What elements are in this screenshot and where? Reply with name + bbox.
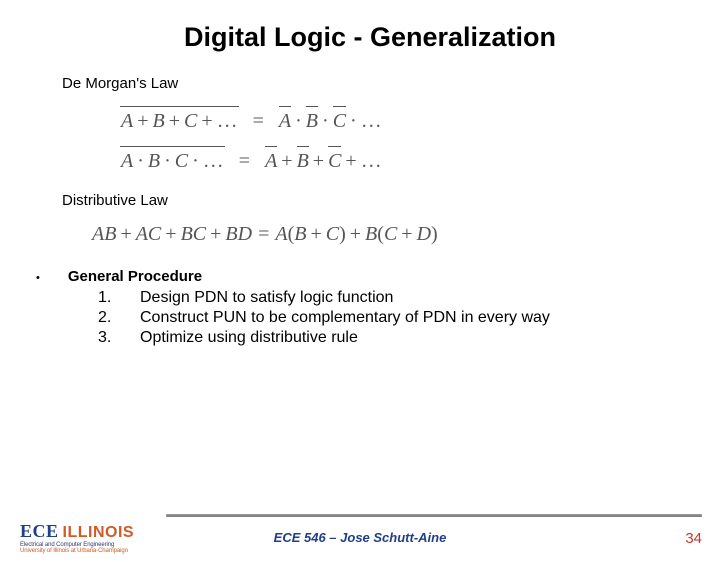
distributive-heading: Distributive Law bbox=[62, 192, 720, 209]
bullet-icon: • bbox=[36, 272, 40, 284]
eq-term: B bbox=[365, 223, 377, 245]
eq-op: + bbox=[161, 223, 180, 245]
eq-op: · bbox=[189, 150, 202, 172]
page-number: 34 bbox=[685, 530, 702, 547]
list-number: 2. bbox=[98, 309, 120, 327]
eq-term-bar: B bbox=[305, 110, 319, 132]
eq-op: + bbox=[306, 223, 325, 245]
eq-op: + bbox=[346, 223, 365, 245]
distributive-equation: AB+AC+BC+BD=A(B+C)+B(C+D) bbox=[92, 223, 720, 246]
footer-rule bbox=[166, 514, 702, 517]
eq-op: + bbox=[206, 223, 225, 245]
list-text: Construct PUN to be complementary of PDN… bbox=[140, 309, 550, 327]
eq-op: + bbox=[310, 150, 327, 172]
eq-term: C bbox=[183, 110, 198, 132]
list-item: 2. Construct PUN to be complementary of P… bbox=[98, 309, 720, 327]
demorgan-heading: De Morgan's Law bbox=[62, 75, 720, 92]
eq-term-bar: A bbox=[264, 150, 278, 172]
eq1-lhs: A+B+C+... bbox=[120, 106, 239, 132]
eq-term: A bbox=[120, 150, 134, 172]
list-text: Design PDN to satisfy logic function bbox=[140, 289, 393, 307]
eq-op: + bbox=[397, 223, 416, 245]
demorgan-eq1: A+B+C+... = A·B·C·... bbox=[120, 106, 720, 132]
eq-term: BD bbox=[225, 223, 252, 245]
logo-subtitle-2: University of Illinois at Urbana-Champai… bbox=[20, 548, 158, 554]
eq-term-bar: A bbox=[278, 110, 292, 132]
eq-term: B bbox=[147, 150, 161, 172]
eq-op: + bbox=[166, 110, 183, 132]
eq-term: B bbox=[152, 110, 166, 132]
equals-sign: = bbox=[247, 110, 270, 132]
eq-term: C bbox=[326, 223, 339, 245]
eq-op: · bbox=[161, 150, 174, 172]
list-text: Optimize using distributive rule bbox=[140, 329, 358, 347]
eq-op: · bbox=[319, 110, 332, 132]
eq-term-bar: B bbox=[296, 150, 310, 172]
course-label: ECE 546 – Jose Schutt-Aine bbox=[0, 530, 720, 545]
paren: ( bbox=[377, 223, 384, 245]
list-number: 1. bbox=[98, 289, 120, 307]
eq-op: + bbox=[134, 110, 151, 132]
eq-op: · bbox=[347, 110, 360, 132]
paren: ) bbox=[339, 223, 346, 245]
eq-op: + bbox=[342, 150, 359, 172]
eq-dots: ... bbox=[360, 150, 383, 172]
eq-term-bar: C bbox=[327, 150, 342, 172]
eq-dots: ... bbox=[202, 150, 225, 172]
slide-footer: ECE ILLINOIS Electrical and Computer Eng… bbox=[0, 508, 720, 562]
eq-term: D bbox=[417, 223, 431, 245]
eq-dots: ... bbox=[360, 110, 383, 132]
paren: ) bbox=[431, 223, 438, 245]
list-item: 3. Optimize using distributive rule bbox=[98, 329, 720, 347]
equals-sign: = bbox=[233, 150, 256, 172]
demorgan-equations: A+B+C+... = A·B·C·... A·B·C·... = A+B+C+… bbox=[120, 106, 720, 172]
list-item: 1. Design PDN to satisfy logic function bbox=[98, 289, 720, 307]
eq-op: · bbox=[292, 110, 305, 132]
eq-term: C bbox=[174, 150, 189, 172]
eq-term: AC bbox=[136, 223, 162, 245]
eq-op: + bbox=[198, 110, 215, 132]
eq-op: · bbox=[134, 150, 147, 172]
eq-term: A bbox=[275, 223, 287, 245]
eq-term: B bbox=[294, 223, 306, 245]
eq1-rhs: A·B·C·... bbox=[278, 110, 383, 132]
eq-dots: ... bbox=[216, 110, 239, 132]
eq-term: BC bbox=[181, 223, 207, 245]
demorgan-eq2: A·B·C·... = A+B+C+... bbox=[120, 146, 720, 172]
eq-op: + bbox=[116, 223, 135, 245]
eq2-rhs: A+B+C+... bbox=[264, 150, 383, 172]
slide-title: Digital Logic - Generalization bbox=[60, 22, 680, 53]
eq-op: + bbox=[278, 150, 295, 172]
procedure-list: 1. Design PDN to satisfy logic function 2… bbox=[98, 289, 720, 347]
general-procedure: • General Procedure 1. Design PDN to sati… bbox=[36, 268, 720, 347]
eq-term: A bbox=[120, 110, 134, 132]
eq2-lhs: A·B·C·... bbox=[120, 146, 225, 172]
list-number: 3. bbox=[98, 329, 120, 347]
eq-term-bar: C bbox=[332, 110, 347, 132]
general-procedure-heading: General Procedure bbox=[68, 268, 202, 285]
equals-sign: = bbox=[252, 223, 275, 245]
eq-term: AB bbox=[92, 223, 116, 245]
eq-term: C bbox=[384, 223, 397, 245]
